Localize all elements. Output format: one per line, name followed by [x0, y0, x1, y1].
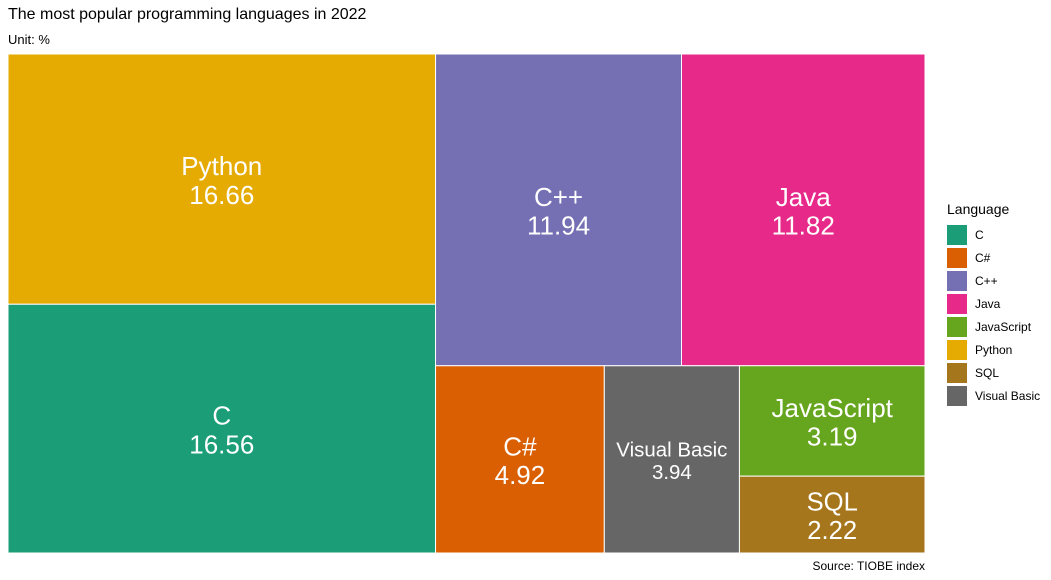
legend-label-java: Java — [975, 296, 1001, 311]
legend-item-sql: SQL — [947, 361, 1040, 384]
tile-label-sql: SQL — [807, 489, 858, 517]
legend-label-javascript: JavaScript — [975, 319, 1032, 334]
chart-title: The most popular programming languages i… — [8, 6, 367, 23]
legend-label-visual-basic: Visual Basic — [975, 388, 1041, 403]
legend-key-javascript — [947, 316, 967, 337]
tile-rect-csharp — [435, 365, 605, 554]
legend-title: Language — [947, 201, 1010, 217]
legend-key-c — [947, 224, 967, 245]
tile-rect-javascript — [738, 365, 926, 477]
tile-value-javascript: 3.19 — [807, 422, 858, 452]
legend-key-visual-basic — [947, 385, 967, 406]
legend-key-csharp — [947, 247, 967, 268]
legend-item-csharp: C# — [947, 246, 1040, 269]
legend-item-java: Java — [947, 292, 1040, 315]
tile-label-java: Java — [776, 182, 831, 212]
legend-label-sql: SQL — [975, 365, 1000, 380]
legend-key-java — [947, 293, 967, 314]
legend-label-c: C — [975, 227, 984, 242]
legend-label-python: Python — [975, 342, 1013, 357]
treemap-tile-c: C16.56 — [7, 303, 437, 554]
treemap-tile-csharp: C#4.92 — [435, 365, 605, 554]
legend-label-cplusplus: C++ — [975, 273, 998, 288]
legend-item-python: Python — [947, 338, 1040, 361]
tile-label-cplusplus: C++ — [534, 182, 583, 212]
tile-label-javascript: JavaScript — [772, 393, 894, 423]
legend-key-python — [947, 339, 967, 360]
legend-key-cplusplus — [947, 270, 967, 291]
legend-item-c: C — [947, 223, 1040, 246]
tile-rect-python — [7, 53, 437, 305]
tile-value-java: 11.82 — [772, 211, 835, 241]
chart-subtitle: Unit: % — [8, 32, 50, 47]
tile-rect-visual-basic — [603, 365, 740, 554]
legend-label-csharp: C# — [975, 250, 991, 265]
tile-value-sql: 2.22 — [807, 517, 857, 545]
legend: Language C C# C++ Java JavaScript Python SQL Vi… — [947, 201, 1040, 407]
tile-label-csharp: C# — [503, 431, 537, 461]
tile-rect-sql — [738, 475, 926, 554]
chart-caption: Source: TIOBE index — [812, 559, 926, 573]
tile-rect-cplusplus — [435, 53, 683, 367]
legend-item-javascript: JavaScript — [947, 315, 1040, 338]
tile-rect-java — [681, 53, 926, 367]
tile-label-c: C — [212, 401, 231, 431]
tile-value-visual-basic: 3.94 — [652, 461, 692, 484]
tile-value-python: 16.66 — [189, 180, 254, 210]
tile-value-cplusplus: 11.94 — [527, 211, 590, 241]
legend-item-cplusplus: C++ — [947, 269, 1040, 292]
treemap-tile-cplusplus: C++11.94 — [435, 53, 683, 367]
legend-items: C C# C++ Java JavaScript Python SQL Visual Basi… — [947, 223, 1040, 407]
tile-label-visual-basic: Visual Basic — [616, 438, 727, 461]
tile-value-csharp: 4.92 — [495, 460, 546, 490]
tile-value-c: 16.56 — [189, 429, 254, 459]
legend-key-sql — [947, 362, 967, 383]
legend-item-visual-basic: Visual Basic — [947, 384, 1040, 407]
tile-label-python: Python — [181, 151, 262, 181]
